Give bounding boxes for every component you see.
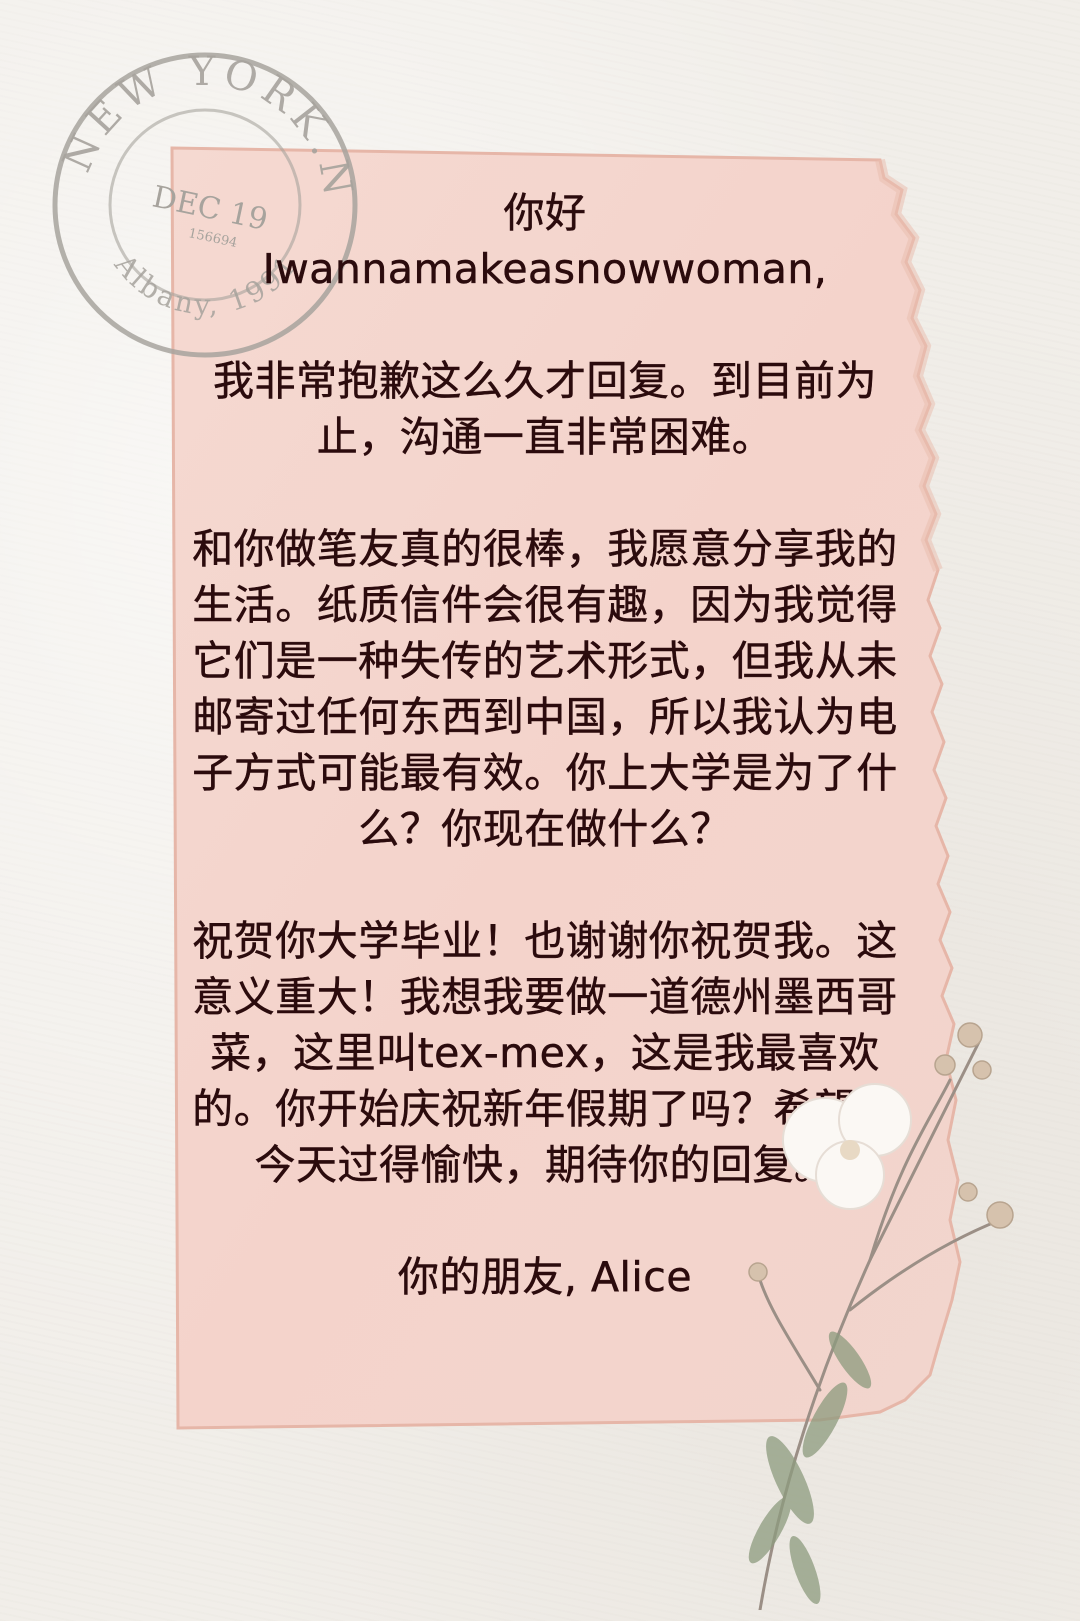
stamp-top-arc: NEW YORK.NY. — [40, 40, 356, 205]
letter-body: 你好 Iwannamakeasnowwoman, 我非常抱歉这么久才回复。到目前… — [185, 185, 905, 1305]
letter-paragraph-2: 和你做笔友真的很棒，我愿意分享我的生活。纸质信件会很有趣，因为我觉得它们是一种失… — [192, 525, 898, 854]
letter-paragraph-3: 祝贺你大学毕业！也谢谢你祝贺我。这意义重大！我想我要做一道德州墨西哥菜，这里叫t… — [192, 917, 898, 1190]
dried-flower-sprig-icon — [748, 1022, 1014, 1610]
svg-text:NEW YORK.NY.: NEW YORK.NY. — [40, 40, 362, 205]
letter-greeting-name: Iwannamakeasnowwoman, — [262, 245, 828, 294]
postmark-stamp-icon: NEW YORK.NY. Albany, 1991 DEC 19 156694 — [40, 40, 362, 358]
letter-signature: 你的朋友, Alice — [397, 1253, 693, 1302]
letter-paragraph-1: 我非常抱歉这么久才回复。到目前为止，沟通一直非常困难。 — [213, 357, 877, 462]
letter-greeting: 你好 — [503, 189, 587, 238]
